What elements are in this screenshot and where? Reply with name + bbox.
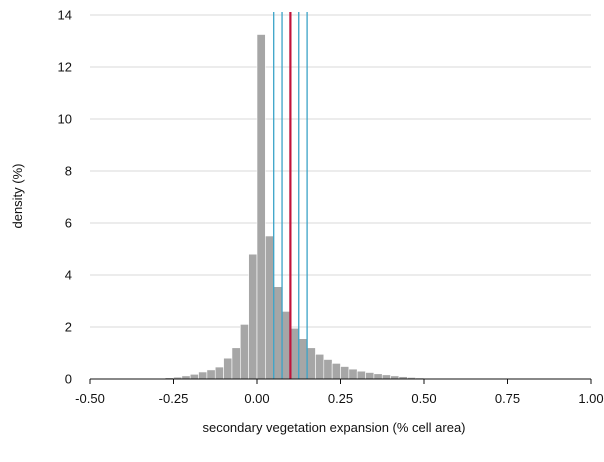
histogram-bar	[348, 368, 358, 380]
y-tick-label: 12	[58, 60, 72, 75]
x-tick-label: 0.00	[244, 391, 269, 406]
histogram-bar	[315, 353, 325, 380]
histogram-bar	[281, 311, 291, 380]
histogram-bar	[298, 338, 308, 380]
y-tick-label: 10	[58, 112, 72, 127]
histogram-bar	[365, 372, 375, 380]
y-tick-label: 8	[65, 164, 72, 179]
histogram-bar	[340, 366, 350, 380]
y-tick-labels: 0 2 4 6 8 10 12 14	[58, 8, 72, 387]
y-tick-label: 14	[58, 8, 72, 23]
histogram-bar	[240, 324, 249, 380]
y-tick-label: 0	[65, 372, 72, 387]
histogram-bars	[123, 34, 458, 380]
histogram-bar	[290, 327, 300, 380]
x-tick-label: 1.00	[578, 391, 603, 406]
y-tick-label: 4	[65, 268, 72, 283]
histogram-bar	[356, 370, 366, 380]
histogram-bar	[265, 235, 275, 380]
reference-lines	[273, 12, 308, 379]
x-tick-label: -0.25	[159, 391, 189, 406]
x-tick-label: 0.75	[495, 391, 520, 406]
y-axis-label: density (%)	[10, 163, 25, 228]
histogram-bar	[231, 347, 241, 380]
histogram-bar	[223, 357, 233, 380]
histogram-bar	[189, 374, 199, 380]
x-axis-label: secondary vegetation expansion (% cell a…	[202, 420, 465, 435]
y-tick-label: 6	[65, 216, 72, 231]
histogram-bar	[331, 363, 341, 380]
histogram-bar	[381, 374, 391, 380]
histogram-bar	[214, 366, 224, 380]
histogram-bar	[198, 371, 208, 380]
histogram-bar	[306, 347, 316, 380]
x-tick-label: -0.50	[75, 391, 105, 406]
x-tick-label: 0.50	[411, 391, 436, 406]
x-tick-label: 0.25	[328, 391, 353, 406]
histogram-bar	[273, 286, 283, 380]
y-tick-label: 2	[65, 320, 72, 335]
x-axis	[89, 378, 592, 384]
gridlines	[90, 14, 591, 328]
x-tick-labels: -0.50 -0.25 0.00 0.25 0.50 0.75 1.00	[75, 391, 603, 406]
histogram-bar	[256, 34, 266, 380]
histogram-bar	[206, 369, 216, 380]
histogram-bar	[248, 253, 258, 380]
histogram-bar	[323, 359, 333, 380]
histogram-bar	[373, 373, 383, 380]
